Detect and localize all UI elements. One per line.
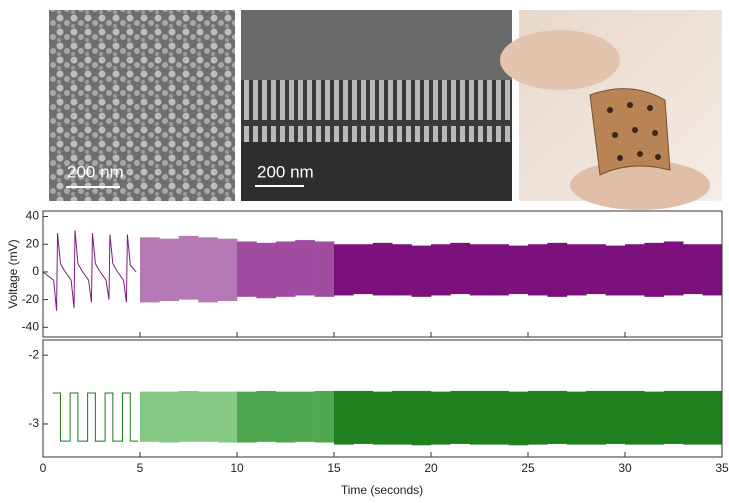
signal-band — [431, 244, 451, 295]
signal-band — [547, 243, 567, 297]
signal-line — [43, 230, 136, 310]
y-axis-label: Voltage (mV) — [6, 239, 20, 308]
y-tick-label: 20 — [26, 236, 40, 250]
signal-band — [373, 392, 393, 445]
signal-band — [606, 246, 626, 296]
figure: 200 nm 200 nm Voltage (mV) Time (seconds… — [0, 0, 729, 498]
signal-band — [644, 243, 664, 297]
signal-band — [567, 392, 587, 445]
signal-band — [276, 392, 296, 443]
signal-band — [237, 241, 257, 296]
signal-band — [450, 243, 470, 294]
signal-band — [256, 391, 276, 442]
x-tick-label: 25 — [521, 461, 535, 475]
signal-band — [509, 392, 529, 446]
signal-band — [218, 392, 238, 443]
signal-band — [703, 391, 723, 445]
signal-band — [392, 391, 412, 445]
signal-band — [509, 246, 529, 294]
signal-band — [353, 244, 373, 294]
signal-band — [373, 243, 393, 296]
signal-band — [431, 392, 451, 445]
signal-band — [450, 391, 470, 444]
signal-band — [567, 244, 587, 295]
signal-band — [586, 391, 606, 445]
signal-band — [140, 392, 160, 442]
signal-band — [644, 392, 664, 445]
signal-band — [412, 391, 432, 445]
x-tick-label: 35 — [715, 461, 729, 475]
signal-band — [683, 391, 703, 445]
signal-band — [276, 241, 296, 296]
signal-band — [625, 391, 645, 445]
signal-band — [625, 244, 645, 295]
signal-band — [683, 244, 703, 294]
y-tick-label: -20 — [22, 292, 40, 306]
signal-band — [140, 237, 160, 302]
page: {"images":[{"scale_label":"200 nm"},{"sc… — [0, 0, 729, 503]
signal-band — [198, 237, 218, 302]
signal-band — [470, 244, 490, 295]
signal-band — [606, 391, 626, 444]
x-tick-label: 20 — [424, 461, 438, 475]
signal-band — [334, 391, 354, 445]
signal-band — [315, 391, 335, 443]
signal-band — [470, 391, 490, 445]
signal-band — [198, 392, 218, 442]
x-tick-label: 30 — [618, 461, 632, 475]
signal-band — [237, 392, 257, 443]
signal-band — [703, 244, 723, 295]
x-tick-label: 15 — [327, 461, 341, 475]
signal-band — [353, 391, 373, 444]
signal-band — [392, 244, 412, 295]
signal-band — [489, 391, 509, 445]
signal-band — [256, 243, 276, 298]
x-tick-label: 0 — [40, 461, 47, 475]
signal-band — [179, 236, 199, 300]
finger — [500, 30, 620, 90]
signal-band — [295, 392, 315, 442]
signal-band — [315, 241, 335, 296]
surface-region — [241, 10, 512, 80]
x-tick-label: 10 — [230, 461, 244, 475]
finger — [570, 160, 710, 210]
signal-band — [159, 392, 179, 443]
scale-label: 200 nm — [67, 162, 124, 181]
x-tick-label: 5 — [137, 461, 144, 475]
flexible-film — [590, 89, 670, 175]
signal-band — [528, 244, 548, 295]
nanorods — [241, 80, 512, 142]
signal-band — [528, 391, 548, 445]
signal-band — [547, 391, 567, 444]
signal-band — [179, 391, 199, 442]
signal-band — [412, 246, 432, 297]
signal-band — [218, 239, 238, 301]
y-tick-label: 40 — [26, 209, 40, 223]
signal-band — [664, 241, 684, 295]
signal-band — [664, 391, 684, 444]
y-tick-label: -40 — [22, 319, 40, 333]
signal-band — [586, 244, 606, 294]
scale-label: 200 nm — [257, 162, 314, 181]
y-tick-label: -3 — [28, 416, 39, 430]
signal-band — [159, 239, 179, 301]
signal-band — [295, 240, 315, 295]
y-tick-label: 0 — [32, 264, 39, 278]
signal-band — [489, 244, 509, 295]
x-axis-label: Time (seconds) — [341, 483, 423, 497]
signal-line — [53, 393, 138, 441]
signal-band — [334, 244, 354, 295]
y-tick-label: -2 — [28, 347, 39, 361]
